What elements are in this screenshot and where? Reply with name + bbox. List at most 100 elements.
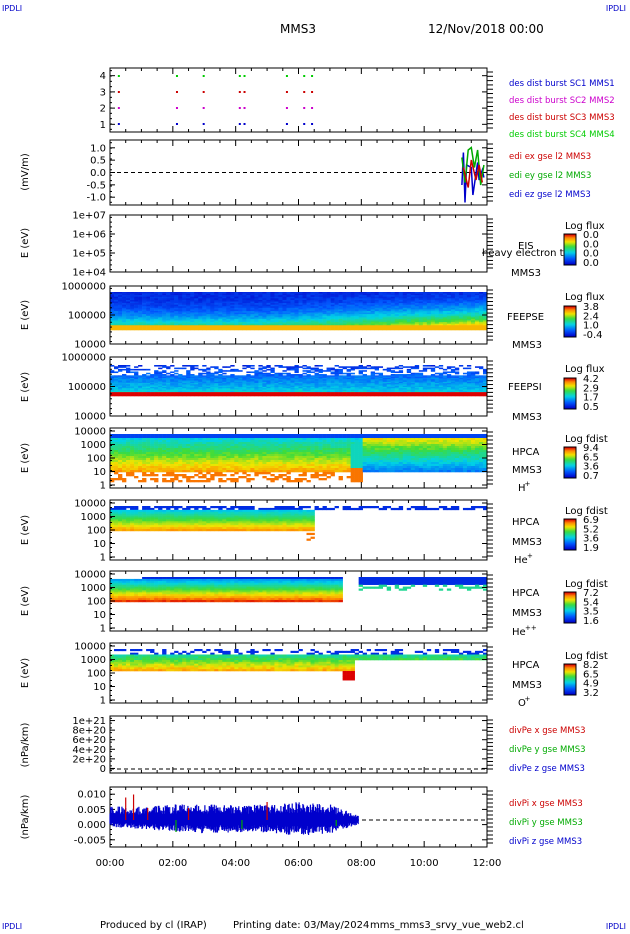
feeps-ion-cell <box>406 376 412 379</box>
feeps-electron-cell <box>194 307 199 310</box>
feeps-electron-cell <box>302 304 307 307</box>
feeps-ion-cell <box>258 371 263 374</box>
feeps-electron-cell <box>394 306 400 309</box>
feeps-ion-cell <box>482 379 488 381</box>
feeps-ion-cell <box>190 380 195 383</box>
hpca-h-cell <box>138 458 143 461</box>
feeps-ion-cell <box>314 375 319 377</box>
feeps-ion-cell <box>230 377 235 380</box>
feeps-ion-cell <box>390 390 396 393</box>
feeps-electron-cell <box>322 303 327 305</box>
feeps-ion-cell <box>470 390 476 393</box>
hpca-h-cell <box>150 478 155 481</box>
feeps-electron-cell <box>358 318 363 321</box>
feeps-electron-cell <box>378 318 384 321</box>
feeps-electron-cell <box>230 304 235 307</box>
feeps-ion-cell <box>346 385 351 388</box>
feeps-electron-cell <box>354 303 359 305</box>
feeps-ion-cell <box>158 393 163 396</box>
feeps-electron-cell <box>154 325 159 328</box>
feeps-ion-cell <box>326 377 331 380</box>
hpca-h-cell <box>150 462 155 465</box>
feeps-electron-cell <box>146 315 151 318</box>
feeps-electron-cell <box>306 306 311 309</box>
feeps-electron-cell <box>434 298 440 301</box>
feeps-ion-cell <box>430 377 436 380</box>
feeps-electron-cell <box>218 307 223 310</box>
feeps-electron-cell <box>478 312 484 315</box>
feeps-electron-cell <box>246 304 251 307</box>
feeps-electron-cell <box>414 303 420 305</box>
feeps-electron-cell <box>318 306 323 309</box>
feeps-electron-cell <box>194 317 199 320</box>
feeps-ion-cell <box>450 393 456 396</box>
hpca-h-cell <box>174 454 179 457</box>
feeps-electron-cell <box>470 296 476 299</box>
feeps-ion-cell <box>230 384 235 386</box>
feeps-electron-cell <box>150 315 155 318</box>
feeps-electron-cell <box>474 296 480 299</box>
feeps-ion-cell <box>382 380 388 383</box>
feeps-electron-cell <box>158 312 163 315</box>
feeps-electron-cell <box>114 323 119 326</box>
feeps-electron-cell <box>338 304 343 307</box>
feeps-electron-cell <box>306 295 311 298</box>
hpca-h-cell <box>186 456 191 459</box>
feeps-ion-cell <box>286 381 291 384</box>
feeps-electron-cell <box>214 320 219 323</box>
feeps-electron-cell <box>414 292 420 294</box>
feeps-ion-cell <box>454 393 460 396</box>
feeps-ion-cell <box>334 370 339 372</box>
feeps-electron-cell <box>366 325 371 328</box>
feeps-ion-cell <box>326 392 331 394</box>
feeps-electron-cell <box>478 318 484 321</box>
feeps-ion-cell <box>222 380 227 383</box>
feeps-ion-cell <box>406 392 412 394</box>
feeps-ion-cell <box>462 389 468 392</box>
hpca-h-cell <box>178 474 183 477</box>
feeps-electron-cell <box>262 318 267 321</box>
feeps-electron-cell <box>138 318 143 321</box>
feeps-ion-cell <box>466 380 472 383</box>
feeps-electron-cell <box>394 311 400 313</box>
feeps-electron-cell <box>194 315 199 318</box>
hpca-h-cell <box>142 440 147 443</box>
feeps-electron-cell <box>434 292 440 294</box>
feeps-electron-cell <box>378 306 384 309</box>
feeps-ion-cell <box>302 375 307 377</box>
feeps-ion-cell <box>290 386 295 389</box>
feeps-electron-cell <box>478 301 484 304</box>
feeps-ion-cell <box>218 371 223 374</box>
feeps-electron-cell <box>162 325 167 328</box>
feeps-ion-cell <box>114 381 119 384</box>
feeps-ion-cell <box>114 379 119 381</box>
feeps-electron-cell <box>206 295 211 298</box>
feeps-ion-cell <box>434 386 440 389</box>
feeps-electron-cell <box>326 312 331 315</box>
feeps-ion-cell <box>466 381 472 384</box>
feeps-electron-cell <box>190 303 195 305</box>
feeps-ion-cell <box>430 383 436 385</box>
feeps-ion-cell <box>290 392 295 394</box>
feeps-electron-cell <box>350 299 355 302</box>
feeps-electron-cell <box>334 325 339 328</box>
hpca-h-cell <box>142 480 147 483</box>
feeps-electron-cell <box>466 317 472 320</box>
feeps-electron-cell <box>406 326 412 329</box>
feeps-ion-cell <box>426 393 432 396</box>
hpca-h-cell <box>166 454 171 457</box>
feeps-ion-cell <box>238 381 243 384</box>
feeps-electron-cell <box>290 303 295 305</box>
feeps-electron-cell <box>162 301 167 304</box>
feeps-ion-cell <box>366 392 371 394</box>
feeps-electron-cell <box>190 299 195 302</box>
hpca-h-cell <box>154 446 159 449</box>
feeps-electron-cell <box>334 309 339 312</box>
feeps-electron-cell <box>226 295 231 298</box>
feeps-ion-cell <box>166 392 171 394</box>
feeps-electron-cell <box>346 295 351 298</box>
feeps-electron-cell <box>418 303 424 305</box>
feeps-electron-cell <box>342 296 347 299</box>
feeps-electron-cell <box>354 295 359 298</box>
feeps-electron-cell <box>430 323 436 326</box>
